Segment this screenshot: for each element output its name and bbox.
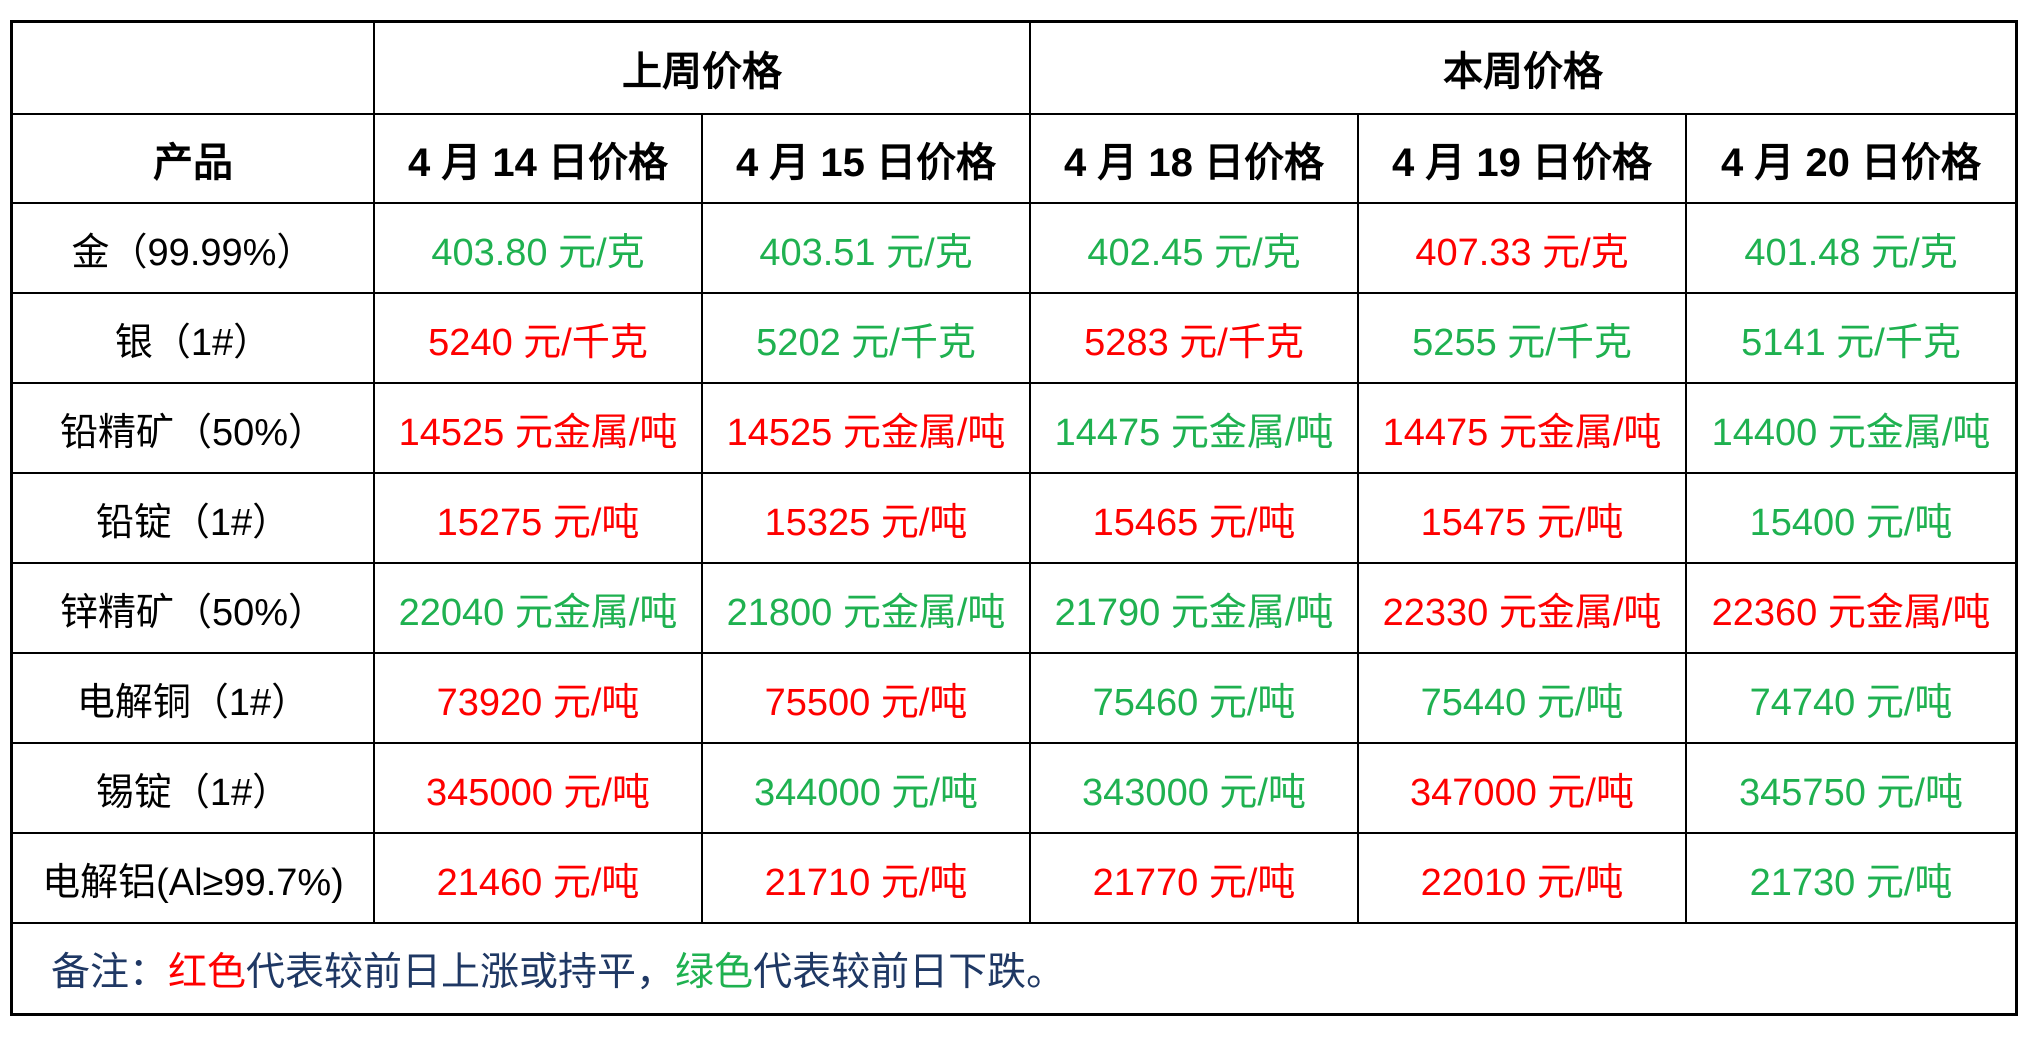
note-prefix: 备注： (51, 950, 169, 994)
price-cell: 5202 元/千克 (703, 294, 1031, 384)
price-cell: 403.80 元/克 (375, 204, 703, 294)
date-header-apr19: 4 月 19 日价格 (1359, 115, 1687, 204)
product-cell: 电解铜（1#） (13, 654, 375, 744)
date-header-apr20: 4 月 20 日价格 (1687, 115, 2015, 204)
price-cell: 347000 元/吨 (1359, 744, 1687, 834)
price-cell: 75460 元/吨 (1031, 654, 1359, 744)
price-cell: 15465 元/吨 (1031, 474, 1359, 564)
price-cell: 343000 元/吨 (1031, 744, 1359, 834)
price-cell: 402.45 元/克 (1031, 204, 1359, 294)
price-cell: 21770 元/吨 (1031, 834, 1359, 924)
price-cell: 5141 元/千克 (1687, 294, 2015, 384)
product-cell: 铅锭（1#） (13, 474, 375, 564)
price-cell: 5283 元/千克 (1031, 294, 1359, 384)
note-red-desc: 代表较前日上涨或持平， (246, 950, 676, 994)
price-cell: 401.48 元/克 (1687, 204, 2015, 294)
price-cell: 21730 元/吨 (1687, 834, 2015, 924)
price-cell: 22010 元/吨 (1359, 834, 1687, 924)
price-cell: 74740 元/吨 (1687, 654, 2015, 744)
product-cell: 电解铝(Al≥99.7%) (13, 834, 375, 924)
note-row: 备注： 红色 代表较前日上涨或持平， 绿色 代表较前日下跌。 (13, 924, 2015, 1013)
price-cell: 14525 元金属/吨 (703, 384, 1031, 474)
price-cell: 15275 元/吨 (375, 474, 703, 564)
price-cell: 15325 元/吨 (703, 474, 1031, 564)
note-red-word: 红色 (168, 950, 247, 994)
product-cell: 锡锭（1#） (13, 744, 375, 834)
date-header-apr18: 4 月 18 日价格 (1031, 115, 1359, 204)
product-header: 产品 (13, 115, 375, 204)
price-cell: 75440 元/吨 (1359, 654, 1687, 744)
product-cell: 银（1#） (13, 294, 375, 384)
product-cell: 锌精矿（50%） (13, 564, 375, 654)
this-week-header: 本周价格 (1031, 23, 2015, 115)
price-cell: 344000 元/吨 (703, 744, 1031, 834)
price-cell: 15400 元/吨 (1687, 474, 2015, 564)
price-cell: 345000 元/吨 (375, 744, 703, 834)
price-cell: 14525 元金属/吨 (375, 384, 703, 474)
price-cell: 345750 元/吨 (1687, 744, 2015, 834)
price-cell: 15475 元/吨 (1359, 474, 1687, 564)
product-cell: 金（99.99%） (13, 204, 375, 294)
product-cell: 铅精矿（50%） (13, 384, 375, 474)
last-week-header: 上周价格 (375, 23, 1031, 115)
price-cell: 21460 元/吨 (375, 834, 703, 924)
price-cell: 14400 元金属/吨 (1687, 384, 2015, 474)
note-green-word: 绿色 (675, 950, 754, 994)
price-cell: 22330 元金属/吨 (1359, 564, 1687, 654)
price-cell: 403.51 元/克 (703, 204, 1031, 294)
price-cell: 14475 元金属/吨 (1359, 384, 1687, 474)
price-cell: 21790 元金属/吨 (1031, 564, 1359, 654)
price-cell: 407.33 元/克 (1359, 204, 1687, 294)
corner-cell (13, 23, 375, 115)
price-cell: 75500 元/吨 (703, 654, 1031, 744)
price-cell: 5255 元/千克 (1359, 294, 1687, 384)
price-cell: 14475 元金属/吨 (1031, 384, 1359, 474)
price-cell: 22360 元金属/吨 (1687, 564, 2015, 654)
date-header-apr14: 4 月 14 日价格 (375, 115, 703, 204)
note-green-desc: 代表较前日下跌。 (753, 950, 1066, 994)
price-cell: 21710 元/吨 (703, 834, 1031, 924)
price-cell: 22040 元金属/吨 (375, 564, 703, 654)
price-cell: 73920 元/吨 (375, 654, 703, 744)
price-cell: 5240 元/千克 (375, 294, 703, 384)
price-table: 上周价格 本周价格 产品 4 月 14 日价格 4 月 15 日价格 4 月 1… (10, 20, 2018, 1016)
price-cell: 21800 元金属/吨 (703, 564, 1031, 654)
date-header-apr15: 4 月 15 日价格 (703, 115, 1031, 204)
